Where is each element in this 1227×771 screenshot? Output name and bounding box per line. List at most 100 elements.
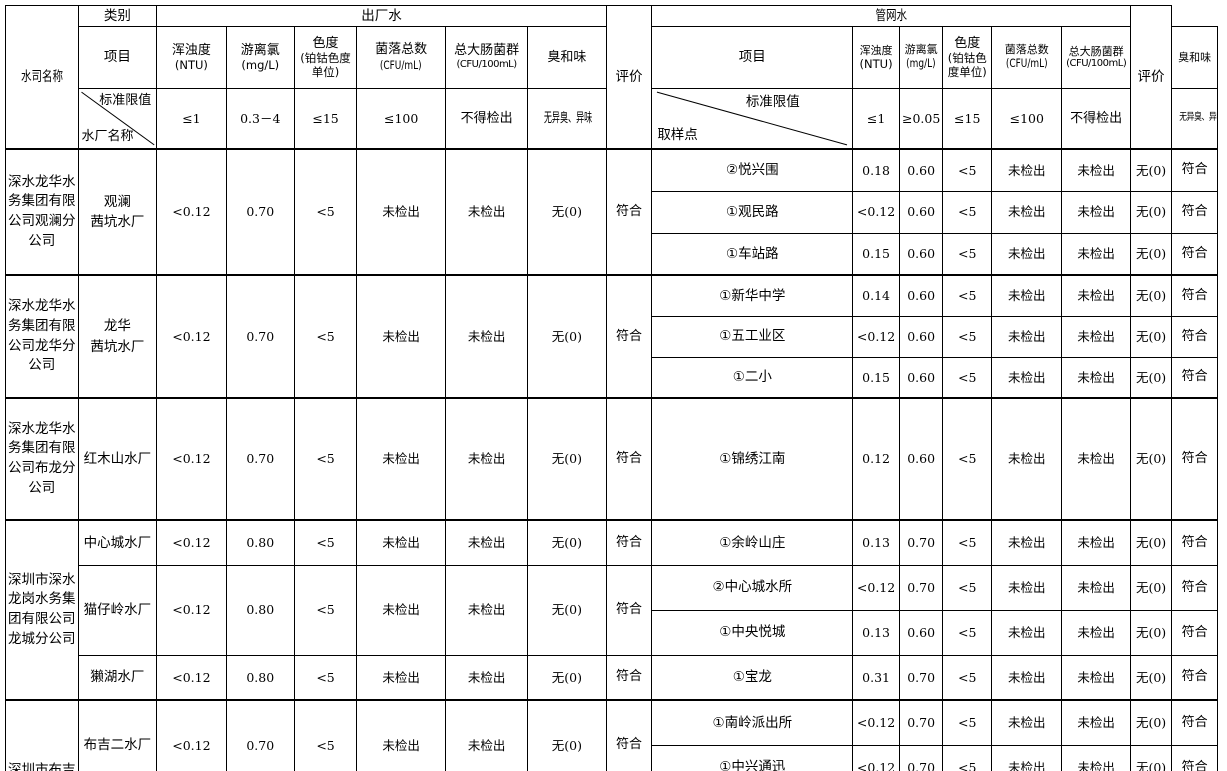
cell-network-odor-taste: 无(0) (1129, 609, 1173, 656)
cell-network-total-coliform: 未检出 (1061, 315, 1131, 358)
cell-network-chroma: <5 (942, 519, 993, 566)
cell-factory-free-chlorine: 0.80 (225, 654, 295, 701)
cell-factory-odor-taste: 无(0) (527, 397, 607, 521)
limit-network-total-coliform: 不得检出 (1061, 88, 1131, 150)
cell-sampling-point: ①五工业区 (651, 315, 854, 358)
header-param-network-free-chlorine: 游离氯 (mg/L) (898, 26, 944, 89)
cell-network-odor-taste: 无(0) (1129, 519, 1173, 566)
cell-network-free-chlorine: 0.70 (898, 699, 944, 746)
cell-factory-evaluation: 符合 (605, 274, 653, 399)
header-item-factory: 项目 (77, 26, 158, 89)
cell-factory-chroma: <5 (293, 397, 358, 521)
header-param-network-chroma: 色度 (铂钴色度单位) (942, 26, 993, 89)
limit-network-chroma: ≤15 (942, 88, 993, 150)
cell-factory-free-chlorine: 0.70 (225, 148, 295, 276)
cell-network-total-coliform: 未检出 (1061, 654, 1131, 701)
cell-water-company: 深水龙华水务集团有限公司观澜分公司 (5, 148, 79, 276)
cell-sampling-point: ②中心城水所 (651, 564, 854, 611)
diagonal-line-icon (653, 91, 851, 146)
corner-header-water-company: 水司名称 (5, 5, 79, 150)
cell-network-total-coliform: 未检出 (1061, 744, 1131, 771)
cell-factory-colony-count: 未检出 (356, 397, 447, 521)
cell-network-chroma: <5 (942, 315, 993, 358)
cell-network-free-chlorine: 0.70 (898, 654, 944, 701)
cell-factory-evaluation: 符合 (605, 564, 653, 656)
cell-network-evaluation: 符合 (1171, 699, 1218, 746)
cell-sampling-point: ①南岭派出所 (651, 699, 854, 746)
cell-network-turbidity: <0.12 (852, 564, 900, 611)
cell-network-free-chlorine: 0.60 (898, 397, 944, 521)
cell-network-free-chlorine: 0.60 (898, 315, 944, 358)
cell-factory-chroma: <5 (293, 274, 358, 399)
cell-water-company: 深水龙华水务集团有限公司布龙分公司 (5, 397, 79, 521)
cell-factory-chroma: <5 (293, 564, 358, 656)
cell-factory-turbidity: <0.12 (156, 274, 227, 399)
cell-factory-free-chlorine: 0.70 (225, 274, 295, 399)
cell-factory-turbidity: <0.12 (156, 148, 227, 276)
cell-factory-odor-taste: 无(0) (527, 654, 607, 701)
header-item-network: 项目 (651, 26, 854, 89)
plant-name: 龙华 茜坑水厂 (90, 318, 145, 355)
cell-network-odor-taste: 无(0) (1129, 232, 1173, 276)
limit-factory-turbidity: ≤1 (156, 88, 227, 150)
header-diagonal-factory-standard-limit: 标准限值 水厂名称 (77, 88, 158, 150)
plant-name: 红木山水厂 (83, 450, 152, 467)
water-company-name: 深水龙华水务集团有限公司布龙分公司 (8, 420, 76, 496)
cell-network-odor-taste: 无(0) (1129, 148, 1173, 192)
cell-network-colony-count: 未检出 (991, 315, 1063, 358)
cell-network-colony-count: 未检出 (991, 148, 1063, 192)
cell-factory-turbidity: <0.12 (156, 519, 227, 566)
cell-factory-odor-taste: 无(0) (527, 274, 607, 399)
header-param-network-odor-taste: 臭和味 (1171, 26, 1218, 89)
cell-network-turbidity: 0.14 (852, 274, 900, 317)
cell-network-colony-count: 未检出 (991, 609, 1063, 656)
cell-sampling-point: ①中央悦城 (651, 609, 854, 656)
cell-factory-free-chlorine: 0.70 (225, 397, 295, 521)
cell-factory-total-coliform: 未检出 (445, 274, 529, 399)
cell-network-evaluation: 符合 (1171, 397, 1218, 521)
cell-sampling-point: ①观民路 (651, 190, 854, 234)
cell-network-colony-count: 未检出 (991, 519, 1063, 566)
cell-factory-evaluation: 符合 (605, 699, 653, 771)
cell-factory-evaluation: 符合 (605, 519, 653, 566)
limit-factory-free-chlorine: 0.3－4 (225, 88, 295, 150)
cell-network-chroma: <5 (942, 356, 993, 399)
header-param-factory-odor-taste: 臭和味 (527, 26, 607, 89)
header-network-evaluation: 评价 (1129, 5, 1173, 150)
header-factory-evaluation: 评价 (605, 5, 653, 150)
cell-factory-chroma: <5 (293, 699, 358, 771)
limit-network-turbidity: ≤1 (852, 88, 900, 150)
cell-network-chroma: <5 (942, 148, 993, 192)
header-diagonal-network-standard-limit: 标准限值 取样点 (651, 88, 854, 150)
cell-sampling-point: ①车站路 (651, 232, 854, 276)
cell-factory-total-coliform: 未检出 (445, 148, 529, 276)
cell-network-turbidity: 0.31 (852, 654, 900, 701)
cell-sampling-point: ①余岭山庄 (651, 519, 854, 566)
cell-sampling-point: ①中兴通迅 (651, 744, 854, 771)
header-param-network-colony-count: 菌落总数 (CFU/mL) (991, 26, 1063, 89)
cell-network-free-chlorine: 0.70 (898, 744, 944, 771)
cell-network-turbidity: 0.15 (852, 232, 900, 276)
cell-factory-evaluation: 符合 (605, 148, 653, 276)
cell-network-evaluation: 符合 (1171, 232, 1218, 276)
limit-factory-odor-taste: 无异臭、异味 (527, 88, 607, 150)
water-company-name: 深水龙华水务集团有限公司龙华分公司 (8, 298, 76, 374)
cell-network-evaluation: 符合 (1171, 356, 1218, 399)
cell-network-total-coliform: 未检出 (1061, 609, 1131, 656)
cell-factory-chroma: <5 (293, 519, 358, 566)
cell-network-turbidity: <0.12 (852, 190, 900, 234)
cell-water-company: 深圳市布吉供水有限公司 (5, 699, 79, 771)
cell-network-chroma: <5 (942, 397, 993, 521)
cell-sampling-point: ②悦兴围 (651, 148, 854, 192)
cell-network-odor-taste: 无(0) (1129, 564, 1173, 611)
water-company-name: 深圳市布吉供水有限公司 (8, 761, 76, 771)
cell-network-free-chlorine: 0.60 (898, 148, 944, 192)
cell-factory-evaluation: 符合 (605, 654, 653, 701)
header-param-factory-free-chlorine: 游离氯 (mg/L) (225, 26, 295, 89)
standard-limit-label: 标准限值 (745, 94, 800, 110)
cell-plant-name: 红木山水厂 (77, 397, 158, 521)
cell-plant-name: 观澜 茜坑水厂 (77, 148, 158, 276)
cell-network-chroma: <5 (942, 232, 993, 276)
cell-network-free-chlorine: 0.60 (898, 609, 944, 656)
cell-factory-odor-taste: 无(0) (527, 564, 607, 656)
